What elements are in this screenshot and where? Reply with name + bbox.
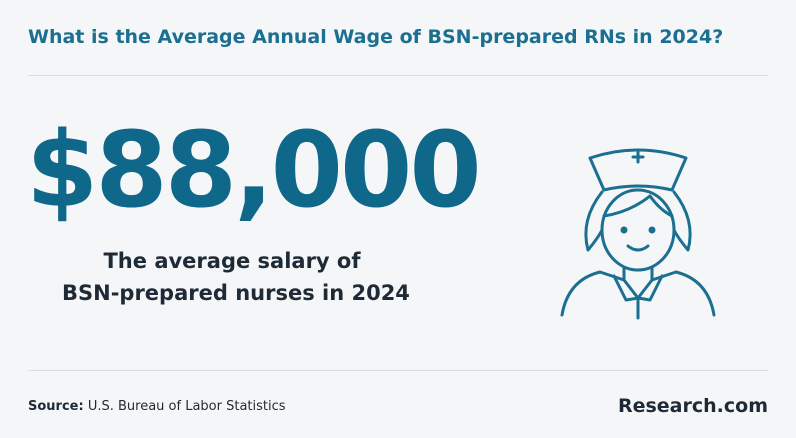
stat-value: $88,000 <box>26 109 482 231</box>
source-text: U.S. Bureau of Labor Statistics <box>87 399 286 414</box>
brand: Research.com <box>617 395 768 417</box>
divider <box>28 75 768 76</box>
source-label: Source: <box>28 399 84 414</box>
title: What is the Average Annual Wage of BSN-p… <box>28 26 724 48</box>
stat-caption: The average salary of <box>103 249 361 273</box>
divider <box>28 370 768 371</box>
source: Source: U.S. Bureau of Labor Statistics <box>28 399 286 414</box>
nurse-icon <box>560 148 716 320</box>
stat-caption: BSN-prepared nurses in 2024 <box>62 281 410 305</box>
